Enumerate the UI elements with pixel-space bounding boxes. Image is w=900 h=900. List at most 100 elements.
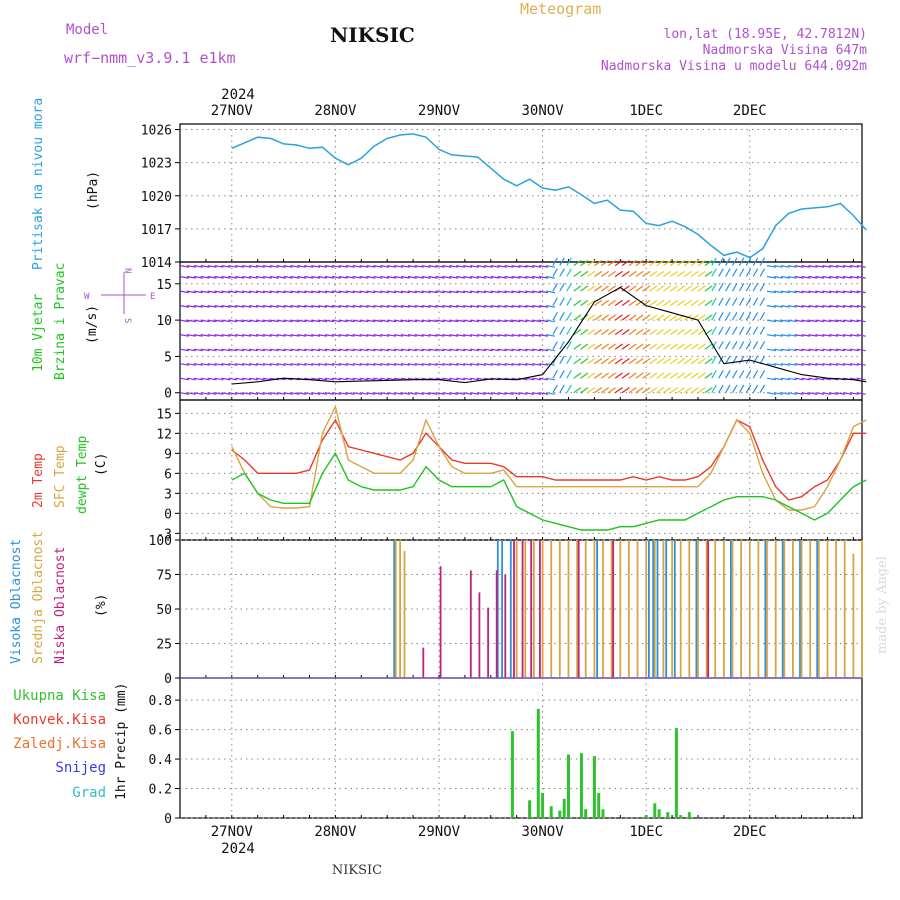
wind-barb (373, 275, 383, 279)
wind-barb (442, 275, 452, 279)
wind-barb (193, 377, 203, 381)
precip-bar (510, 731, 514, 818)
wind-barb (414, 363, 424, 366)
wind-barb (600, 314, 610, 321)
wind-barb (235, 305, 245, 308)
wind-barb (421, 305, 431, 308)
wind-barb (311, 377, 321, 381)
wind-barb (518, 334, 528, 337)
pressure-ytick-label: 1023 (141, 157, 172, 172)
wind-barb (511, 305, 521, 308)
wind-barb (248, 348, 259, 352)
wind-barb (311, 348, 321, 352)
wind-barb (331, 363, 341, 366)
wind-barb (552, 297, 558, 306)
wind-barb (511, 348, 521, 352)
wind-barb (407, 319, 417, 323)
wind-barb (711, 355, 717, 364)
wind-barb (269, 392, 279, 395)
temp-frame (179, 399, 863, 541)
precip-bar (592, 756, 596, 818)
wind-barb (525, 348, 535, 352)
wind-barb (587, 387, 596, 394)
wind-barb (428, 265, 438, 268)
wind-barb (331, 348, 341, 352)
wind-barb (387, 265, 397, 268)
wind-barb (649, 299, 658, 307)
wind-barb (483, 334, 493, 337)
wind-barb (656, 270, 665, 277)
wind-barb (731, 297, 738, 306)
wind-barb (345, 377, 355, 381)
wind-barb (476, 305, 486, 308)
wind-barb (808, 334, 818, 337)
wind-panel (179, 257, 867, 395)
wind-barb (414, 319, 424, 323)
wind-barb (532, 363, 542, 366)
wind-barb (269, 290, 279, 294)
wind-barb (731, 283, 738, 292)
wind-barb (704, 343, 713, 350)
wind-barb (359, 334, 369, 337)
temp-ytick-label: 12 (156, 427, 172, 442)
wind-barb (552, 257, 558, 266)
wind-barb (842, 348, 852, 352)
wind-barb (621, 387, 630, 394)
wind-barb (690, 270, 699, 277)
wind-barb (242, 265, 252, 268)
wind-barb (352, 290, 362, 294)
wind-barb (373, 377, 383, 381)
wind-barb (317, 392, 328, 395)
wind-barb (497, 305, 507, 308)
wind-barb (587, 314, 596, 321)
temp-ytick-label: 9 (164, 447, 172, 462)
wind-barb (235, 275, 245, 279)
wind-barb (283, 363, 293, 366)
wind-barb (400, 363, 410, 366)
wind-barb (801, 265, 811, 268)
wind-barb (297, 305, 307, 308)
wind-barb (504, 348, 514, 352)
precip-unit: 1hr Precip (mm) (114, 683, 129, 800)
wind-barb (490, 290, 500, 294)
wind-barb (207, 265, 217, 268)
wind-barb (752, 283, 759, 292)
pressure-ytick-label: 1017 (141, 223, 172, 238)
wind-barb (580, 270, 589, 277)
wind-barb (759, 355, 766, 364)
wind-barb (697, 270, 706, 277)
wind-barb (545, 275, 556, 279)
wind-barb (331, 377, 341, 381)
footer-station: NIKSIC (332, 863, 382, 878)
wind-barb (725, 384, 731, 393)
wind-barb (380, 363, 390, 366)
wind-barb (849, 334, 859, 337)
wind-barb (311, 392, 321, 395)
wind-barb (428, 348, 438, 352)
wind-barb (849, 348, 859, 352)
wind-barb (669, 329, 679, 336)
wind-barb (566, 355, 572, 364)
wind-barb (676, 270, 685, 277)
wind-barb (628, 285, 637, 292)
wind-ytick-label: 15 (156, 278, 172, 293)
wind-barb (393, 265, 404, 268)
wind-barb (815, 319, 825, 323)
wind-barb (525, 392, 535, 395)
precip-bar (597, 792, 601, 818)
wind-barb (179, 392, 190, 395)
wind-barb (725, 326, 731, 335)
wind-barb (849, 363, 859, 366)
wind-barb (621, 343, 630, 350)
wind-barb (759, 341, 766, 350)
wind-barb (255, 319, 265, 323)
wind-barb (324, 334, 335, 337)
wind-barb (324, 392, 335, 395)
wind-barb (780, 265, 790, 268)
wind-barb (200, 348, 210, 352)
wind-barb (497, 290, 507, 294)
wind-barb (766, 377, 777, 381)
wind-barb (518, 275, 528, 279)
wind-barb (566, 384, 572, 393)
wind-barb (607, 314, 616, 321)
